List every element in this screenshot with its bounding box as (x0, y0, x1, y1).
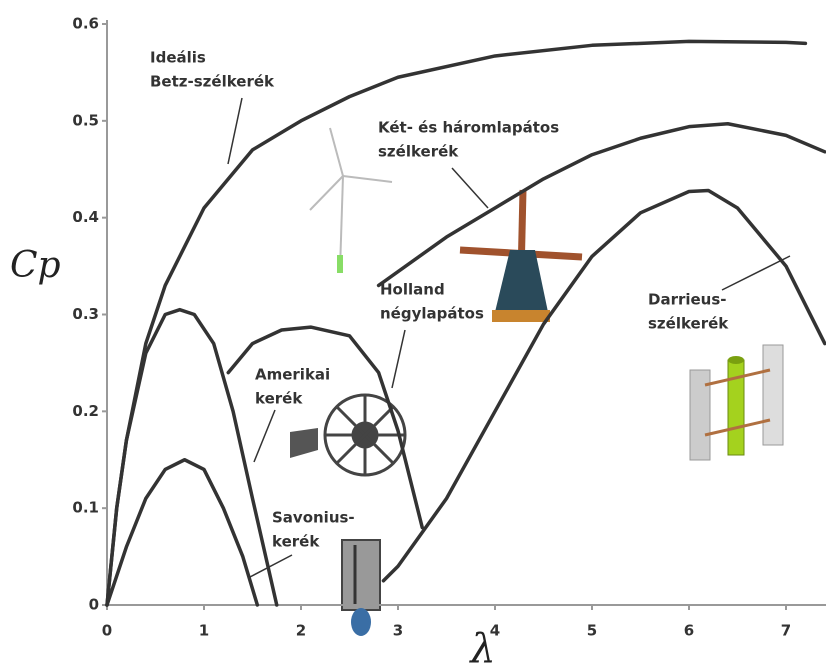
y-tick-label: 0.2 (72, 402, 99, 420)
chart: 00.10.20.30.40.50.601234567CpλIdeálisBet… (0, 0, 826, 671)
annotation: Ideális (150, 49, 206, 67)
leader-line (228, 98, 242, 164)
illustration-american-wheel (290, 395, 405, 475)
y-tick-label: 0.1 (72, 499, 99, 517)
x-tick-label: 2 (296, 622, 306, 640)
x-tick-label: 1 (199, 622, 209, 640)
annotation: szélkerék (648, 315, 729, 333)
annotation: Két- és háromlapátos (378, 119, 559, 137)
y-tick-label: 0.4 (72, 208, 99, 226)
x-tick-label: 0 (102, 622, 112, 640)
illustration-darrieus (690, 345, 783, 460)
annotation: Betz-szélkerék (150, 73, 275, 91)
x-tick-label: 6 (684, 622, 694, 640)
y-tick-label: 0 (89, 596, 99, 614)
leader-line (254, 410, 275, 462)
illustration-savonius (342, 540, 380, 636)
y-tick-label: 0.6 (72, 15, 99, 33)
annotation: szélkerék (378, 143, 459, 161)
annotation: Savonius- (272, 509, 355, 527)
x-tick-label: 5 (587, 622, 597, 640)
x-tick-label: 3 (393, 622, 403, 640)
annotation: Darrieus- (648, 291, 727, 309)
annotation: Holland (380, 281, 445, 299)
y-tick-label: 0.3 (72, 305, 99, 323)
x-axis-label: λ (468, 626, 495, 671)
y-tick-label: 0.5 (72, 111, 99, 129)
leader-line (722, 256, 790, 290)
curve (107, 460, 257, 605)
leader-line (452, 168, 488, 208)
y-axis-label: Cp (10, 245, 61, 286)
curve (383, 191, 824, 581)
annotation: Amerikai (255, 366, 330, 384)
x-tick-label: 7 (781, 622, 791, 640)
annotation: négylapátos (380, 305, 484, 323)
curve (107, 310, 277, 605)
leader-line (392, 330, 405, 388)
annotation: kerék (255, 390, 303, 408)
annotation: kerék (272, 533, 320, 551)
illustration-dutch-mill (460, 190, 582, 322)
